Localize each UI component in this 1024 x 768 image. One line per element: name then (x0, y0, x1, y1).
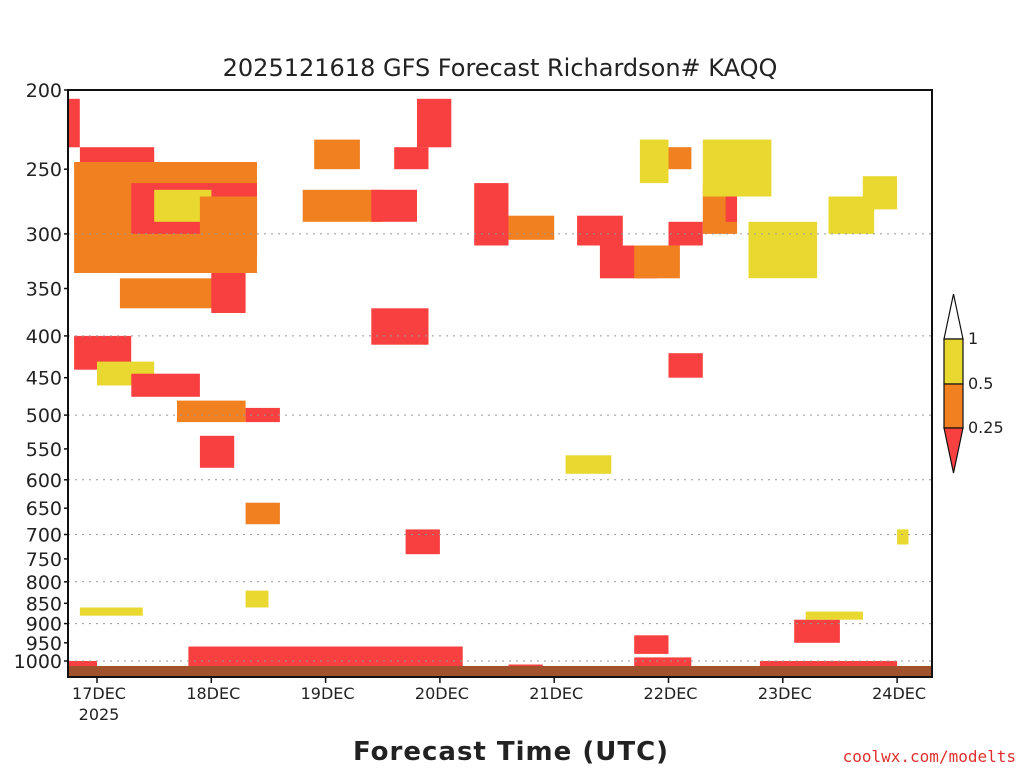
y-tick-label: 750 (26, 549, 62, 571)
x-tick-label: 22DEC (644, 684, 698, 703)
legend-label: 0.25 (968, 418, 1004, 437)
legend-swatch-0.25-0.5 (943, 383, 964, 429)
ri-cell-yellow (897, 529, 909, 545)
ri-cell-yellow (565, 455, 612, 474)
ri-cell-red (199, 435, 235, 468)
ri-cell-red (474, 183, 509, 246)
plot-area (68, 98, 932, 677)
plot-frame (67, 89, 933, 678)
y-tick-label: 950 (26, 633, 62, 655)
ri-cell-yellow (79, 607, 143, 616)
x-axis-title: Forecast Time (UTC) (353, 737, 669, 767)
ri-cell-yellow (748, 221, 818, 279)
y-tick-label: 800 (26, 572, 62, 594)
chart-title: 2025121618 GFS Forecast Richardson# KAQQ (223, 54, 778, 82)
y-tick-label: 250 (26, 159, 62, 181)
credit-text: coolwx.com/modelts (843, 747, 1016, 766)
y-tick-label: 900 (26, 614, 62, 636)
legend-swatch-above-1 (943, 293, 964, 340)
x-tick-label: 19DEC (301, 684, 355, 703)
x-tick-label: 20DEC (415, 684, 469, 703)
x-tick-label: 21DEC (529, 684, 583, 703)
ri-cell-red (211, 273, 246, 313)
ri-cell-red (131, 373, 200, 397)
ri-cell-orange (245, 502, 280, 525)
x-tick-label: 23DEC (758, 684, 812, 703)
ground-strip (68, 666, 932, 677)
y-axis: 200 250 300 350 400 450 500 550 600 650 7007508008… (14, 80, 68, 673)
ri-cell-yellow (862, 176, 898, 210)
x-tick-label: 24DEC (872, 684, 926, 703)
y-tick-label: 400 (26, 326, 62, 348)
y-tick-label: 550 (26, 439, 62, 461)
ri-cell-orange (634, 245, 680, 279)
ri-cell-yellow (805, 611, 863, 620)
ri-cell-red (417, 98, 452, 148)
ri-cell-red (371, 308, 429, 345)
ri-cell-yellow (245, 590, 269, 608)
legend-label: 1 (968, 329, 978, 348)
y-tick-label: 450 (26, 368, 62, 390)
x-tick-label: 17DEC (72, 684, 126, 703)
ri-cell-red (68, 98, 80, 148)
ri-cell-red (394, 147, 429, 170)
x-year-label: 2025 (79, 705, 120, 724)
ri-cell-orange (199, 196, 258, 257)
ri-cell-orange (314, 139, 360, 170)
x-axis: 17DEC 18DEC 19DEC 20DEC 21DEC 22DEC 23DEC 24DEC (72, 677, 926, 703)
y-tick-label: 200 (26, 80, 62, 102)
ri-cell-red (634, 635, 669, 654)
y-tick-label: 500 (26, 405, 62, 427)
ri-cell-red (725, 196, 737, 222)
y-tick-label: 1000 (14, 651, 62, 673)
ri-cell-red (371, 189, 417, 222)
legend: 1 0.5 0.25 (943, 293, 1004, 474)
ri-cell-orange (508, 215, 555, 240)
ri-cell-yellow (639, 139, 669, 184)
ri-cell-orange (302, 189, 383, 222)
y-tick-label: 700 (26, 525, 62, 547)
y-tick-label: 350 (26, 279, 62, 301)
y-tick-label: 300 (26, 224, 62, 246)
legend-label: 0.5 (968, 374, 993, 393)
ri-cell-red (794, 619, 840, 643)
ri-cell-yellow (702, 139, 772, 197)
ri-cell-red (668, 353, 703, 378)
y-tick-label: 650 (26, 498, 62, 520)
legend-swatch-below-0.25 (943, 427, 964, 474)
y-tick-label: 600 (26, 470, 62, 492)
ri-cell-red (245, 407, 280, 423)
y-tick-label: 850 (26, 593, 62, 615)
legend-swatch-0.5-1 (943, 338, 964, 385)
ri-cell-red (577, 215, 623, 246)
ri-cell-red (405, 529, 440, 555)
x-tick-label: 18DEC (186, 684, 240, 703)
ri-cell-orange (177, 400, 246, 423)
